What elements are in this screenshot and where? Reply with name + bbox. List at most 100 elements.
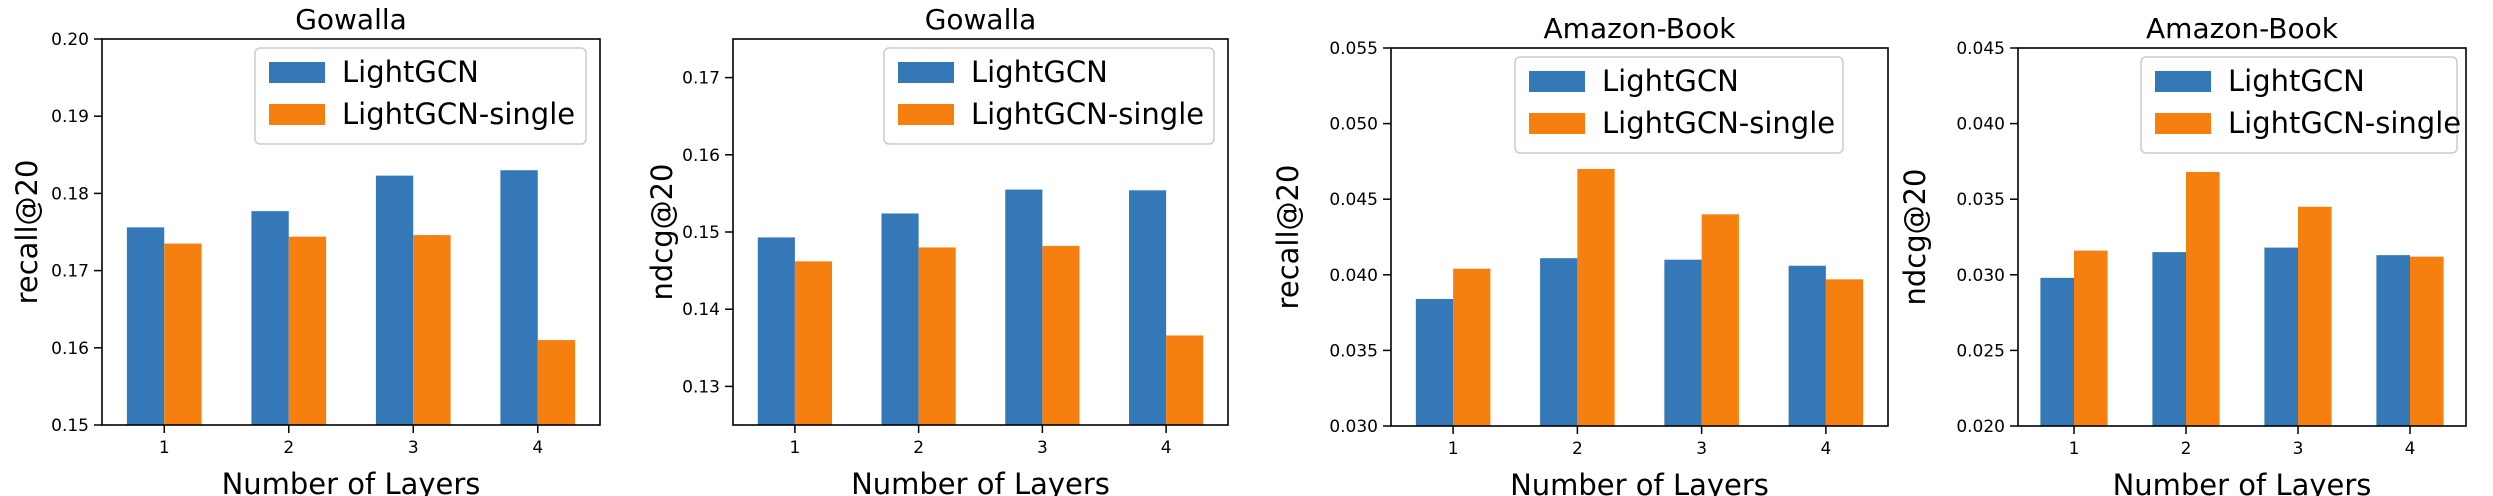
x-tick-label: 3 [1037,438,1048,458]
legend-label-lightgcn-single: LightGCN-single [1602,106,1835,140]
legend: LightGCN LightGCN-single [2140,56,2461,154]
chart-panel-3: 0.030 0.035 0.040 0.045 0.050 0.055 1 2 3 4 Amazon… [1271,12,1889,496]
legend-box [254,47,587,145]
bar-lightgcn-layer-2 [251,211,289,425]
x-tick-label: 2 [2181,439,2192,459]
y-tick-label: 0.025 [1956,341,2005,361]
x-axis-label: Number of Layers [1510,468,1769,496]
legend-swatch-lightgcn-single [269,104,325,125]
y-tick-label: 0.15 [51,416,89,436]
x-tick-label: 2 [1572,439,1583,459]
chart-panel-4: 0.020 0.025 0.030 0.035 0.040 0.045 1 2 3 4 Amazon… [1898,12,2467,496]
y-tick-label: 0.045 [1329,190,1378,210]
chart-panel-1: 0.15 0.16 0.17 0.18 0.19 0.20 1 2 3 4 Gowalla Numbe… [10,3,601,496]
y-tick-label: 0.030 [1329,417,1378,437]
x-tick-label: 1 [159,438,170,458]
bar-lightgcn-layer-4 [500,170,538,425]
chart-title: Gowalla [925,3,1037,36]
legend-box [1514,56,1844,154]
x-axis-label: Number of Layers [851,467,1110,496]
legend-label-lightgcn-single: LightGCN-single [342,97,575,131]
legend-swatch-lightgcn [269,62,325,83]
bar-lightgcn-single-layer-4 [1825,279,1864,426]
y-tick-label: 0.040 [1329,266,1378,286]
y-tick-label: 0.17 [51,262,89,282]
y-axis-label: recall@20 [1271,165,1305,310]
x-tick-label: 1 [2069,439,2080,459]
legend-swatch-lightgcn [1529,71,1585,92]
bar-lightgcn-single-layer-1 [2074,250,2108,426]
y-tick-label: 0.19 [51,107,89,127]
y-tick-label: 0.040 [1956,115,2005,135]
y-tick-label: 0.17 [682,69,720,89]
y-tick-label: 0.16 [682,146,720,166]
legend: LightGCN LightGCN-single [254,47,587,145]
chart-title: Gowalla [295,3,407,36]
plot-frame [101,38,601,426]
y-axis-label: ndcg@20 [645,163,679,300]
legend-swatch-lightgcn-single [2155,113,2211,134]
x-tick-label: 2 [913,438,924,458]
legend-swatch-lightgcn-single [898,104,954,125]
legend-label-lightgcn-single: LightGCN-single [2228,106,2461,140]
bar-lightgcn-layer-3 [1664,259,1702,426]
bar-lightgcn-single-layer-3 [2298,206,2332,426]
y-tick-label: 0.15 [682,223,720,243]
x-tick-label: 4 [1161,438,1172,458]
y-tick-label: 0.045 [1956,39,2005,59]
y-tick-label: 0.20 [51,30,89,50]
bar-lightgcn-single-layer-3 [1701,214,1739,426]
y-tick-label: 0.050 [1329,115,1378,135]
x-tick-label: 2 [283,438,294,458]
bar-lightgcn-layer-4 [1129,190,1167,425]
x-tick-label: 3 [2293,439,2304,459]
y-axis-label: ndcg@20 [1898,168,1932,305]
y-tick-label: 0.035 [1329,341,1378,361]
bar-lightgcn-layer-1 [2040,277,2074,426]
bar-lightgcn-single-layer-2 [918,247,956,425]
y-tick-label: 0.055 [1329,39,1378,59]
bar-lightgcn-single-layer-2 [288,236,327,425]
x-tick-label: 4 [532,438,543,458]
legend: LightGCN LightGCN-single [883,47,1215,145]
y-tick-label: 0.14 [682,300,720,320]
legend-swatch-lightgcn [2155,71,2211,92]
bar-lightgcn-layer-1 [126,227,165,425]
legend-box [2140,56,2458,154]
bar-lightgcn-single-layer-1 [1453,268,1491,426]
y-tick-label: 0.18 [51,184,89,204]
bar-lightgcn-layer-2 [881,213,919,425]
bar-lightgcn-single-layer-3 [413,235,451,425]
x-axis-label: Number of Layers [2113,468,2372,496]
bar-lightgcn-single-layer-4 [1166,335,1204,425]
bar-lightgcn-layer-3 [1005,189,1043,425]
legend-label-lightgcn: LightGCN [971,55,1108,89]
x-tick-label: 3 [408,438,419,458]
bar-lightgcn-layer-1 [757,237,795,425]
legend-swatch-lightgcn-single [1529,113,1585,134]
y-tick-label: 0.020 [1956,417,2005,437]
x-tick-label: 1 [789,438,800,458]
x-tick-label: 4 [2405,439,2416,459]
x-axis-label: Number of Layers [222,467,481,496]
y-tick-label: 0.035 [1956,190,2005,210]
bar-lightgcn-single-layer-3 [1042,245,1080,425]
x-tick-label: 4 [1820,439,1831,459]
x-tick-label: 1 [1448,439,1459,459]
bar-lightgcn-single-layer-2 [1577,168,1615,426]
chart-title: Amazon-Book [2146,12,2339,45]
legend-label-lightgcn: LightGCN [1602,64,1739,98]
legend-label-lightgcn: LightGCN [342,55,479,89]
legend-label-lightgcn-single: LightGCN-single [971,97,1204,131]
bar-lightgcn-single-layer-1 [794,261,832,425]
y-tick-label: 0.030 [1956,266,2005,286]
bar-lightgcn-layer-1 [1415,298,1454,426]
bar-lightgcn-single-layer-4 [2410,256,2444,426]
y-axis-label: recall@20 [10,160,44,305]
plot-frame [1390,47,1889,427]
bar-lightgcn-single-layer-1 [164,243,202,425]
x-tick-label: 3 [1696,439,1707,459]
chart-title: Amazon-Book [1544,12,1737,45]
bar-lightgcn-single-layer-2 [2186,171,2220,426]
